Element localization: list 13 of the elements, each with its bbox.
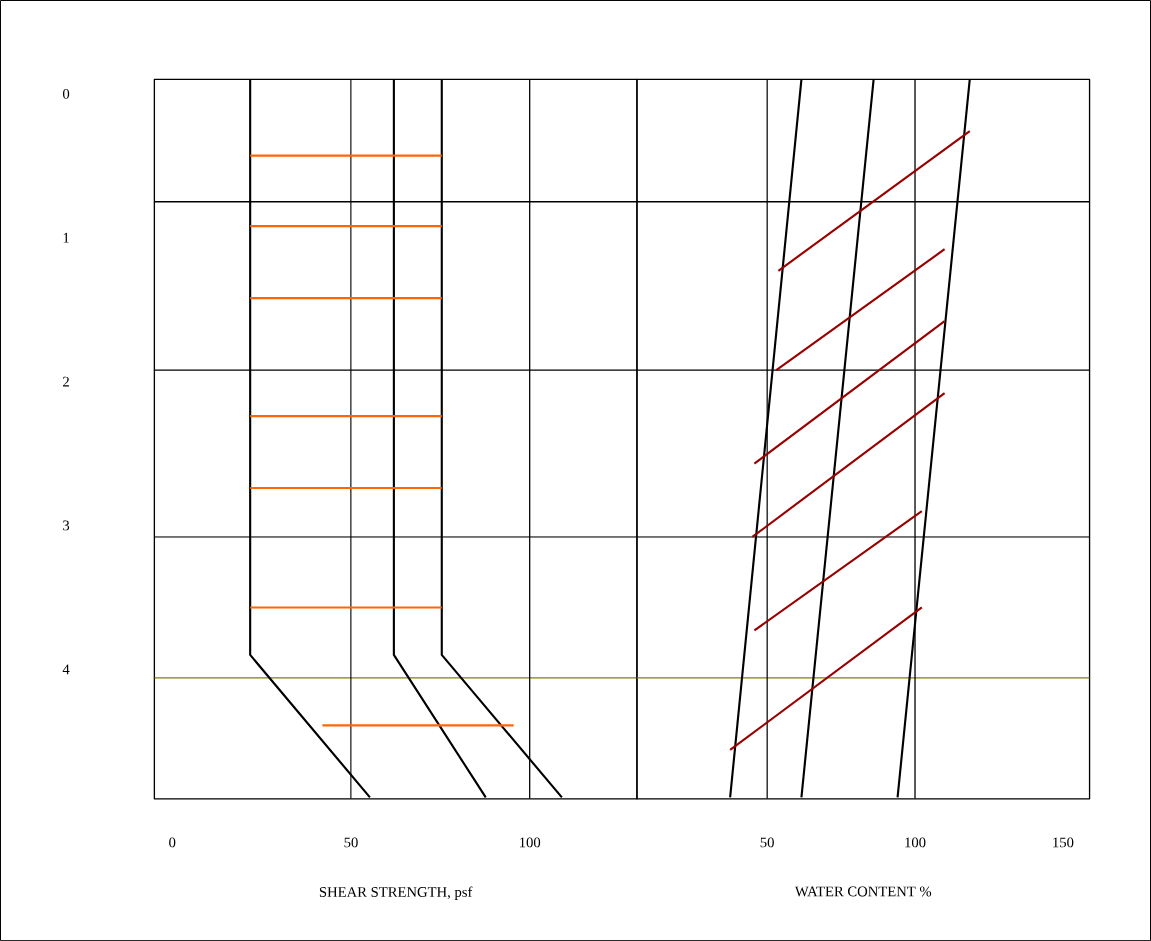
x-tick-label: 50: [760, 837, 774, 848]
y-tick-label: 1: [63, 232, 69, 243]
x-tick-label: 0: [169, 837, 176, 848]
x-tick-label: 50: [344, 837, 358, 848]
x-tick-label: 100: [520, 837, 541, 848]
y-tick-label: 3: [63, 520, 70, 531]
x-tick-label: 100: [905, 837, 926, 848]
x-axis-title: WATER CONTENT %: [794, 886, 932, 897]
y-tick-label: 4: [62, 664, 70, 675]
y-tick-label: 2: [63, 376, 69, 387]
x-tick-label: 150: [1053, 837, 1074, 848]
x-axis-title: SHEAR STRENGTH, psf: [319, 886, 473, 900]
y-tick-label: 0: [62, 88, 70, 99]
